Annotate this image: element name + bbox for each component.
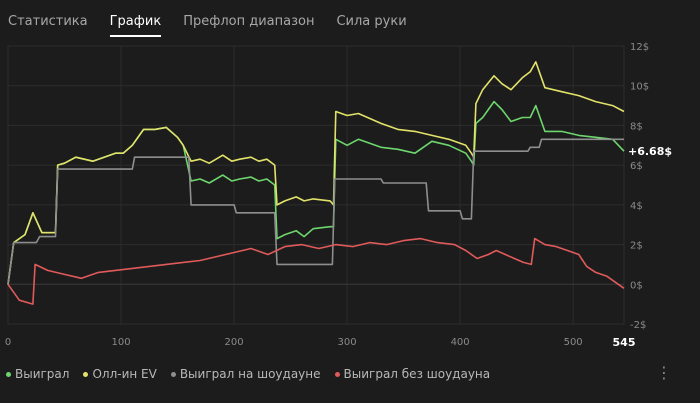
legend-item-showdown[interactable]: Выиграл на шоудауне bbox=[170, 367, 321, 381]
legend-label: Выиграл bbox=[15, 367, 70, 381]
tab-bar: Статистика График Префлоп диапазон Сила … bbox=[8, 14, 407, 37]
x-axis-labels: 0 100 200 300 400 500 545 bbox=[5, 336, 636, 349]
y-tick-label: 0$ bbox=[630, 280, 643, 291]
chart-grid bbox=[7, 45, 625, 325]
plot-frame bbox=[7, 45, 625, 325]
x-tick-label: 100 bbox=[111, 337, 130, 348]
series-line bbox=[7, 237, 625, 305]
y-tick-label: 6$ bbox=[630, 161, 643, 172]
y-tick-label: 12$ bbox=[630, 42, 649, 53]
x-tick-label: 400 bbox=[451, 337, 470, 348]
legend-dot-icon bbox=[334, 371, 340, 377]
x-tick-label: 500 bbox=[564, 337, 583, 348]
legend-dot-icon bbox=[6, 371, 11, 377]
y-tick-label: 8$ bbox=[630, 121, 643, 132]
x-tick-label: 200 bbox=[225, 337, 244, 348]
y-axis-labels: -2$ 0$ 2$ 4$ 6$ 8$ 10$ 12$ +6.68$ bbox=[628, 42, 672, 331]
tab-preflop-range[interactable]: Префлоп диапазон bbox=[183, 14, 315, 29]
chart-series-group bbox=[7, 61, 625, 305]
results-line-chart: -2$ 0$ 2$ 4$ 6$ 8$ 10$ 12$ +6.68$ 0 100 200 300 400 5… bbox=[5, 42, 672, 349]
tab-graph[interactable]: График bbox=[109, 14, 162, 37]
current-value-label: +6.68$ bbox=[628, 145, 672, 158]
chart-area: -2$ 0$ 2$ 4$ 6$ 8$ 10$ 12$ +6.68$ 0 100 200 300 400 5… bbox=[0, 38, 700, 358]
series-line bbox=[7, 138, 624, 285]
more-vertical-icon[interactable]: ⋮ bbox=[656, 363, 672, 382]
series-line bbox=[7, 61, 625, 285]
legend-label: Выиграл на шоудауне bbox=[179, 367, 321, 381]
y-tick-label: 10$ bbox=[630, 82, 649, 93]
y-tick-label: 4$ bbox=[630, 201, 643, 212]
legend-item-allin-ev[interactable]: Олл-ин EV bbox=[83, 367, 157, 381]
legend-item-won[interactable]: Выиграл bbox=[6, 367, 69, 381]
legend-dot-icon bbox=[83, 371, 89, 377]
legend-dot-icon bbox=[170, 371, 176, 377]
x-tick-label: 0 bbox=[5, 337, 11, 348]
y-tick-label: -2$ bbox=[630, 320, 646, 331]
legend-label: Олл-ин EV bbox=[92, 367, 157, 381]
legend-label: Выиграл без шоудауна bbox=[343, 367, 491, 381]
x-tick-label: 300 bbox=[338, 337, 357, 348]
y-tick-label: 2$ bbox=[630, 241, 643, 252]
tab-hand-strength[interactable]: Сила руки bbox=[336, 14, 407, 29]
x-end-label: 545 bbox=[613, 336, 636, 349]
tab-statistics[interactable]: Статистика bbox=[8, 14, 88, 29]
legend-item-no-showdown[interactable]: Выиграл без шоудауна bbox=[334, 367, 491, 381]
chart-legend: Выиграл Олл-ин EV Выиграл на шоудауне Вы… bbox=[6, 367, 490, 381]
